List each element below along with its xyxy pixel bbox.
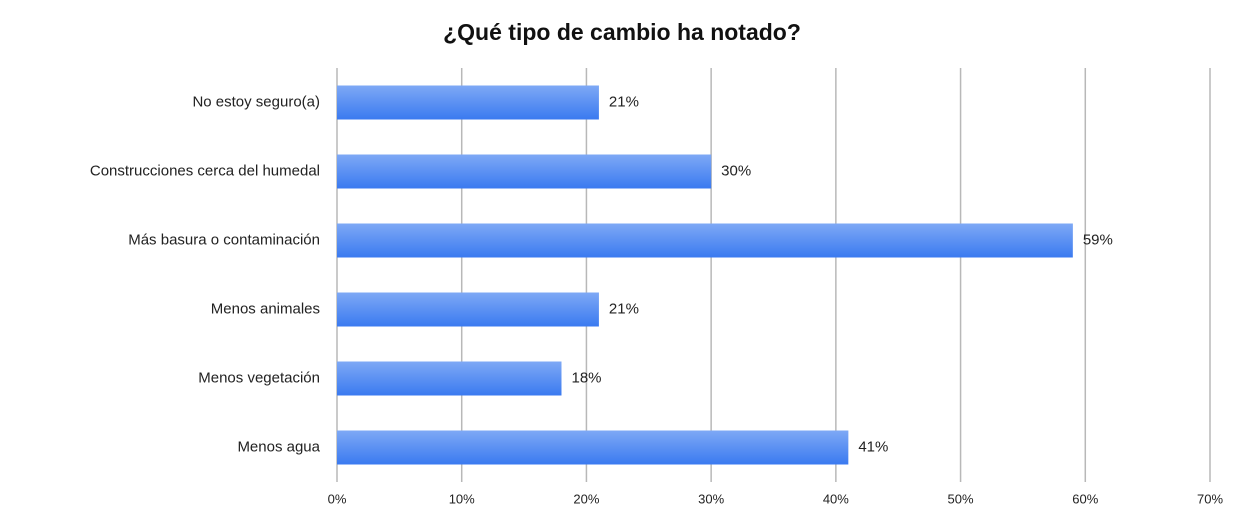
x-tick-label: 70%	[1197, 491, 1223, 506]
bar-shine	[337, 292, 599, 327]
y-tick-label: No estoy seguro(a)	[192, 93, 320, 110]
value-label: 41%	[858, 438, 888, 455]
value-label: 30%	[721, 162, 751, 179]
bar-shine	[337, 361, 562, 396]
y-tick-label: Más basura o contaminación	[128, 231, 320, 248]
x-tick-label: 20%	[573, 491, 599, 506]
y-tick-label: Menos agua	[237, 438, 320, 455]
bar-shine	[337, 223, 1073, 258]
x-tick-label: 60%	[1072, 491, 1098, 506]
value-label: 21%	[609, 93, 639, 110]
x-tick-label: 40%	[823, 491, 849, 506]
bar-shine	[337, 430, 849, 465]
bar-shine	[337, 154, 712, 189]
x-tick-label: 50%	[948, 491, 974, 506]
y-tick-label: Construcciones cerca del humedal	[90, 162, 320, 179]
x-tick-label: 0%	[328, 491, 347, 506]
x-tick-label: 10%	[449, 491, 475, 506]
value-label: 18%	[571, 369, 601, 386]
x-tick-label: 30%	[698, 491, 724, 506]
value-label: 21%	[609, 300, 639, 317]
chart-title: ¿Qué tipo de cambio ha notado?	[443, 19, 801, 45]
y-tick-label: Menos vegetación	[198, 369, 320, 386]
y-tick-label: Menos animales	[211, 300, 320, 317]
value-label: 59%	[1083, 231, 1113, 248]
bar-shine	[337, 85, 599, 120]
